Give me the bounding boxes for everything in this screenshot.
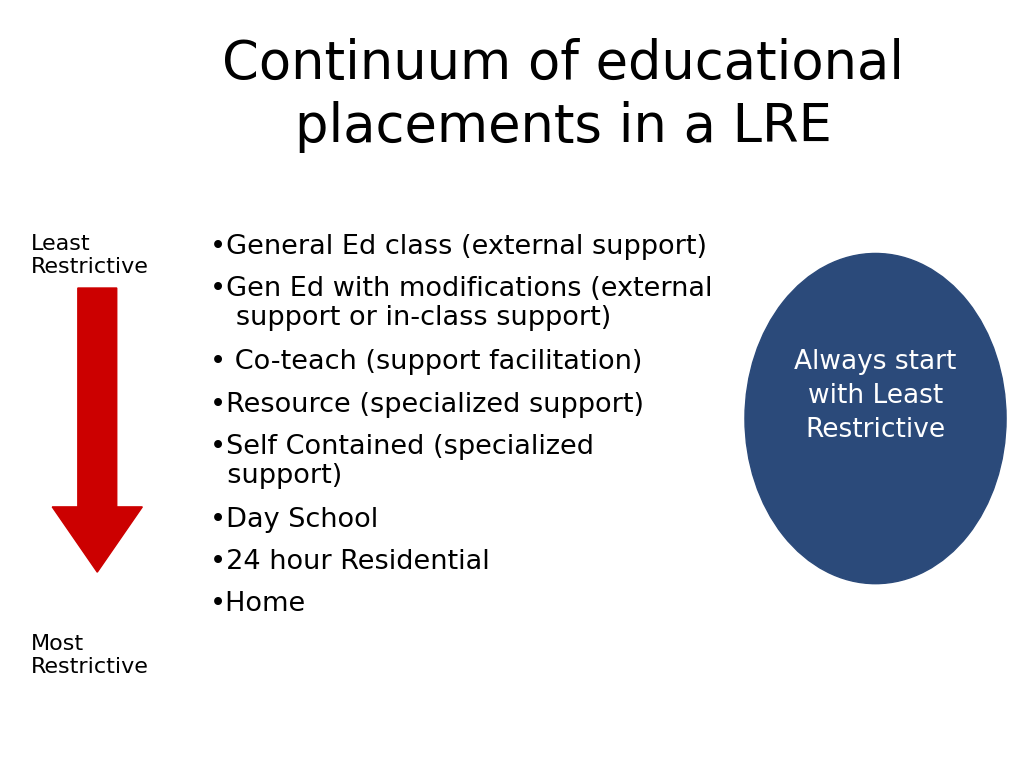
- Text: •General Ed class (external support): •General Ed class (external support): [210, 234, 707, 260]
- Text: •24 hour Residential: •24 hour Residential: [210, 549, 489, 575]
- Ellipse shape: [745, 253, 1006, 584]
- Text: Continuum of educational
placements in a LRE: Continuum of educational placements in a…: [222, 38, 904, 153]
- Text: •Self Contained (specialized
  support): •Self Contained (specialized support): [210, 434, 594, 489]
- Text: Least
Restrictive: Least Restrictive: [31, 234, 148, 277]
- Text: Always start
with Least
Restrictive: Always start with Least Restrictive: [795, 349, 956, 442]
- Text: •Day School: •Day School: [210, 507, 378, 533]
- Text: •Home: •Home: [210, 591, 306, 617]
- Text: •Resource (specialized support): •Resource (specialized support): [210, 392, 644, 418]
- Text: Most
Restrictive: Most Restrictive: [31, 634, 148, 677]
- Text: • Co-teach (support facilitation): • Co-teach (support facilitation): [210, 349, 642, 376]
- FancyArrow shape: [52, 288, 142, 572]
- Text: •Gen Ed with modifications (external
   support or in-class support): •Gen Ed with modifications (external sup…: [210, 276, 713, 332]
